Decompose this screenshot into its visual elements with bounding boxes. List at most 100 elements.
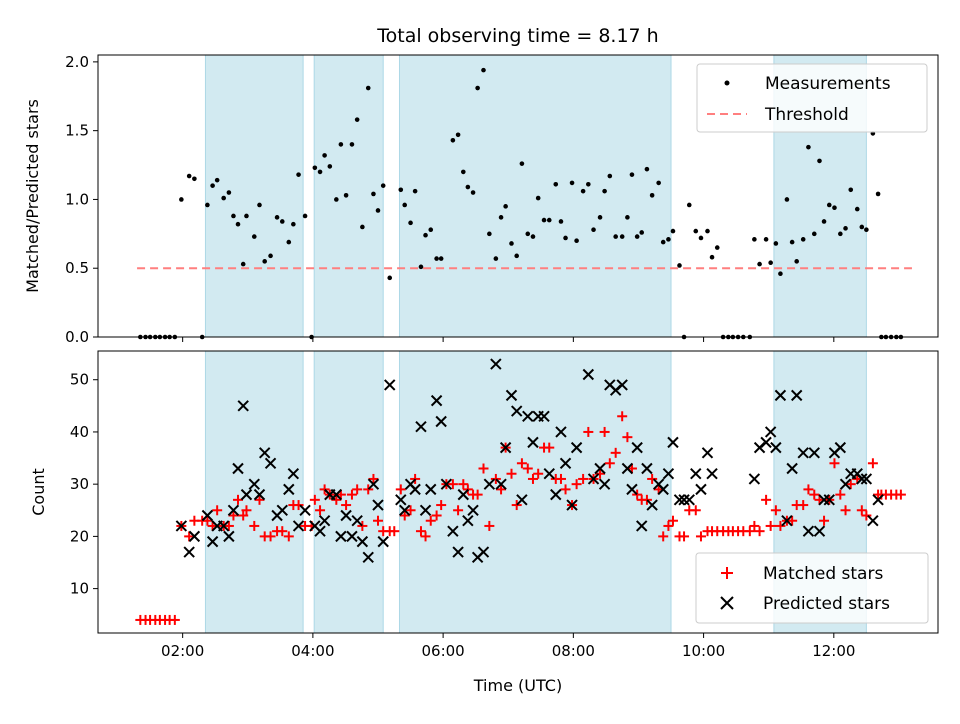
shaded-interval [204, 350, 304, 634]
measurement-point [509, 241, 514, 246]
shaded-interval [313, 54, 384, 338]
measurement-point [546, 217, 552, 223]
measurement-point [380, 183, 386, 188]
measurement-point [784, 197, 790, 202]
measurement-point [553, 182, 559, 187]
matched-star-point [690, 505, 701, 516]
measurement-point [465, 184, 471, 190]
predicted-star-point [330, 488, 343, 501]
measurement-point [354, 117, 360, 122]
matched-star-point [667, 515, 678, 526]
y-tick-label: 30 [70, 475, 89, 493]
predicted-star-point [430, 394, 443, 407]
predicted-star-point [377, 535, 389, 548]
matched-star-point [856, 505, 867, 516]
predicted-star-point [690, 468, 702, 480]
predicted-star-point [283, 483, 295, 496]
matched-star-point [560, 484, 571, 495]
measurement-point [244, 213, 249, 219]
matched-star-point [490, 473, 501, 484]
measurement-point [434, 256, 439, 261]
measurement-point [257, 202, 262, 208]
measurement-point [666, 237, 671, 242]
measurement-point [349, 142, 355, 147]
matched-star-point [749, 520, 760, 531]
top-y-ticks: 0.0 0.5 1.0 1.5 2.0 [65, 53, 98, 346]
measurement-point [186, 173, 192, 179]
predicted-stars-points [175, 358, 884, 563]
measurement-point [821, 219, 827, 224]
measurement-point [714, 245, 720, 250]
predicted-star-point [598, 478, 611, 490]
matched-star-point [212, 505, 223, 516]
predicted-star-point [559, 457, 572, 469]
matched-star-point [420, 531, 431, 542]
measurement-point [210, 183, 215, 188]
shaded-interval [398, 54, 672, 338]
predicted-star-point [435, 415, 447, 428]
measurement-point [639, 230, 645, 235]
predicted-star-point [188, 530, 201, 543]
matched-star-point [319, 484, 330, 495]
predicted-star-point [839, 478, 852, 490]
matched-star-point [632, 489, 643, 500]
matched-star-point [436, 500, 447, 511]
top-legend: Measurements Threshold [696, 63, 928, 133]
matched-star-point [315, 505, 326, 516]
measurement-point [619, 234, 625, 239]
measurement-point [670, 228, 676, 234]
matched-star-point [516, 458, 527, 469]
bottom-legend: Matched stars Predicted stars [695, 552, 929, 624]
matched-star-point [357, 520, 368, 531]
measurement-point [709, 254, 715, 260]
predicted-star-point [790, 389, 803, 402]
matched-star-point [527, 473, 538, 484]
measurement-point [875, 191, 881, 197]
matched-star-point [744, 526, 755, 537]
measurement-point [859, 224, 865, 230]
matched-star-point [658, 531, 669, 542]
matched-star-point [544, 442, 555, 453]
y-tick-label: 0.0 [65, 328, 89, 346]
predicted-star-point [774, 389, 787, 402]
predicted-star-point [667, 436, 679, 449]
x-tick-label: 08:00 [552, 642, 595, 660]
measurement-point [334, 197, 339, 202]
measurement-point [705, 228, 710, 234]
top-legend-box [696, 63, 928, 133]
measurement-point [408, 220, 413, 226]
predicted-star-point [457, 488, 470, 501]
measurement-point [450, 137, 456, 143]
measurement-point [387, 275, 393, 281]
measurement-point [487, 231, 492, 237]
y-tick-label: 50 [70, 371, 89, 389]
top-y-axis-label: Matched/Predicted stars [23, 99, 42, 293]
matched-star-point [578, 473, 589, 484]
measurement-point [597, 215, 603, 220]
measurement-point [240, 261, 246, 267]
bottom-x-ticks: 02:00 04:00 06:00 08:00 10:00 12:00 [161, 633, 855, 660]
legend-measurements-marker [724, 80, 730, 86]
measurement-point [423, 232, 428, 238]
predicted-star-point [409, 483, 421, 496]
predicted-star-point [516, 494, 528, 506]
predicted-star-point [594, 462, 606, 475]
measurement-point [418, 264, 424, 270]
matched-star-point [169, 614, 180, 625]
measurement-point [286, 239, 292, 245]
matched-star-point [511, 500, 522, 511]
measurement-point [481, 67, 486, 73]
measurement-point [778, 271, 783, 277]
measurement-point [493, 256, 499, 261]
measurement-point [525, 231, 531, 237]
measurement-point [231, 213, 236, 219]
matched-star-point [604, 458, 615, 469]
predicted-star-point [582, 368, 595, 381]
predicted-star-point [248, 478, 260, 490]
matched-star-point [395, 484, 406, 495]
measurement-point [262, 259, 267, 264]
measurement-point [629, 172, 635, 177]
matched-star-point [798, 500, 809, 511]
predicted-star-point [823, 494, 835, 506]
predicted-star-point [495, 478, 507, 490]
